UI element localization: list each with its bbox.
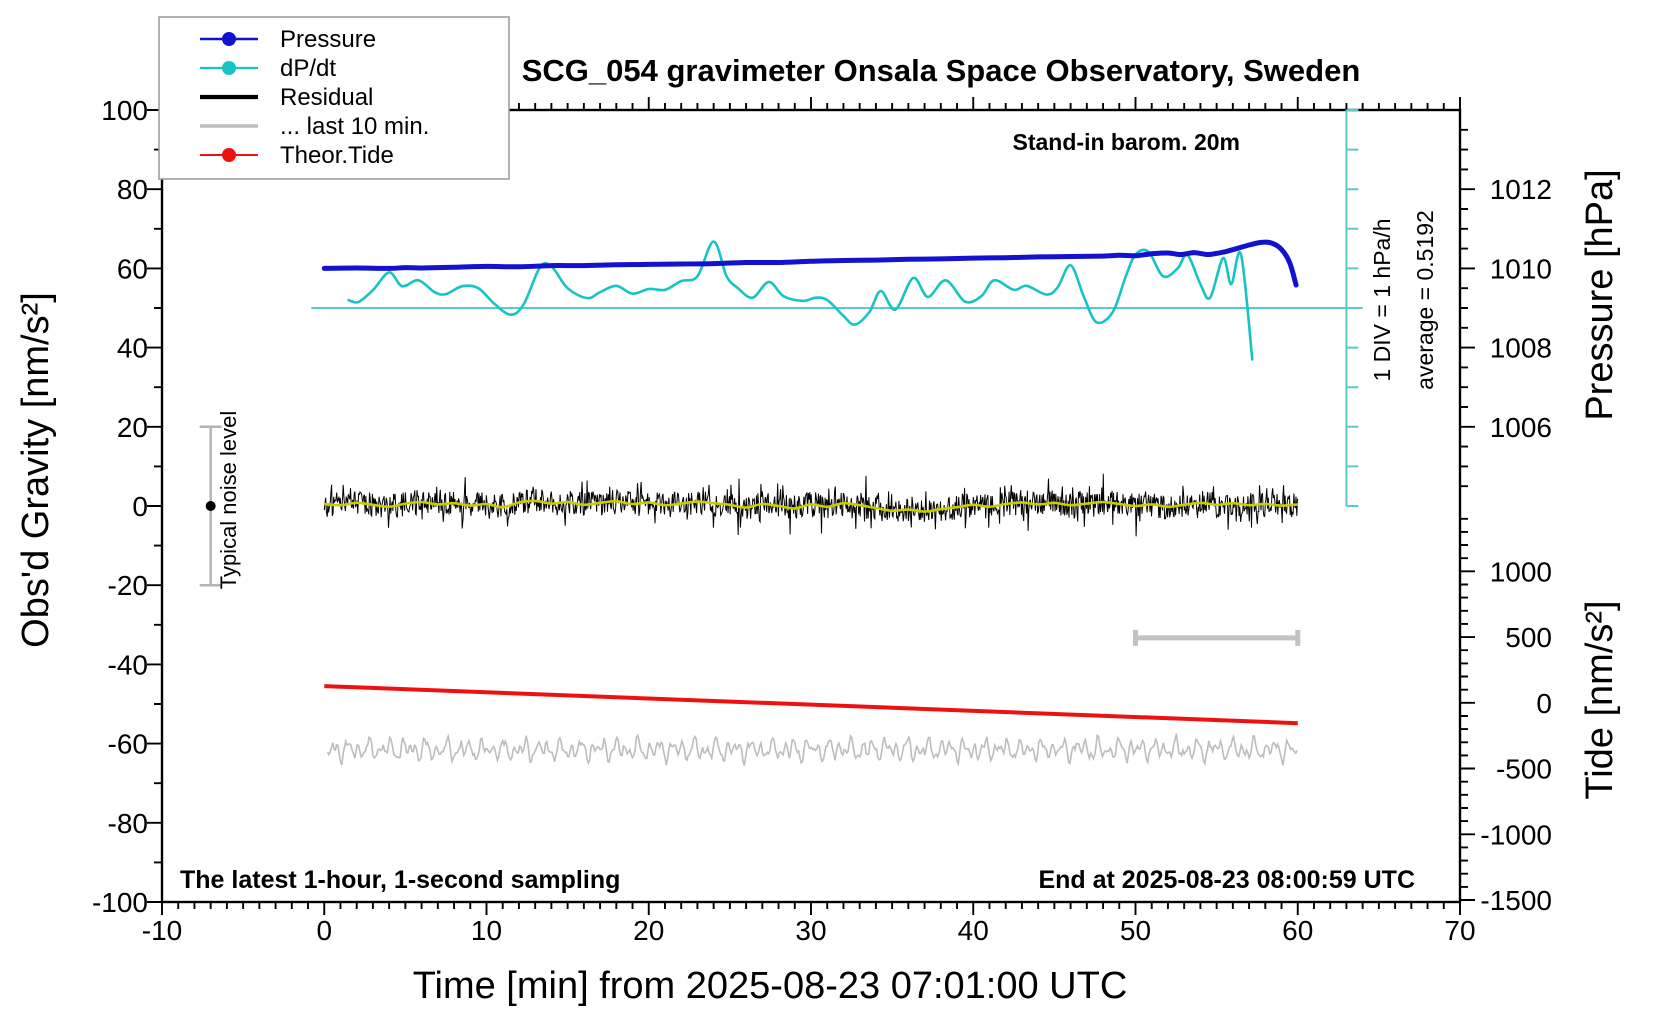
tide-tick-label: -1000 [1480,819,1552,850]
end-time-note: End at 2025-08-23 08:00:59 UTC [1038,866,1415,894]
gravity-tick-label: 20 [117,412,148,443]
gravity-tick-label: 80 [117,174,148,205]
gravity-tick-label: 100 [101,95,148,126]
average-note: average = 0.5192 [1412,210,1438,390]
chart-title: SCG_054 gravimeter Onsala Space Observat… [522,53,1361,88]
legend-label: Pressure [280,26,376,53]
gravity-tick-label: -40 [108,649,148,680]
theor-tide-line [324,684,1298,726]
gravity-tick-label: -60 [108,729,148,760]
dpdt-scale-bar [1345,109,1359,507]
tide-tick-label: -500 [1496,754,1552,785]
tide-tick-label: -1500 [1480,885,1552,916]
gravity-tick-label: 40 [117,333,148,364]
div-scale-note: 1 DIV = 1 hPa/h [1369,218,1395,381]
x-tick-label: 40 [958,915,989,946]
pressure-tick-label: 1012 [1490,174,1552,205]
last10min-range-bar [1133,629,1301,646]
legend-marker-dot [222,148,236,162]
residual-line [323,473,1298,537]
x-tick-label: 70 [1444,915,1475,946]
tide-tick-label: 1000 [1490,556,1552,587]
noise-level-dot [205,501,216,511]
pressure-tick-label: 1006 [1490,412,1552,443]
x-tick-label: 30 [795,915,826,946]
last10min-line [326,733,1298,767]
legend-label: Theor.Tide [280,142,394,169]
sampling-note: The latest 1-hour, 1-second sampling [180,866,620,894]
gravity-tick-label: 60 [117,253,148,284]
tide-axis-title: Tide [nm/s²] [1579,600,1621,799]
pressure-line [321,239,1299,288]
legend-label: dP/dt [280,55,336,82]
x-tick-label: -10 [142,915,182,946]
gravity-axis-title: Obs'd Gravity [nm/s²] [15,292,57,648]
x-tick-label: 50 [1120,915,1151,946]
gravity-tick-label: 0 [132,491,148,522]
noise-level-label: Typical noise level [216,411,241,590]
tide-tick-label: 0 [1536,688,1552,719]
x-tick-label: 0 [316,915,332,946]
x-tick-label: 60 [1282,915,1313,946]
pressure-axis-title: Pressure [hPa] [1579,169,1621,420]
legend-label: Residual [280,84,373,111]
x-tick-label: 20 [633,915,664,946]
legend-label: ... last 10 min. [280,113,429,140]
residual-smooth-line [324,499,1298,513]
pressure-tick-label: 1010 [1490,253,1552,284]
gravity-tick-label: -80 [108,808,148,839]
x-tick-label: 10 [471,915,502,946]
x-axis-title: Time [min] from 2025-08-23 07:01:00 UTC [413,965,1128,1007]
legend-marker-dot [222,32,236,46]
barometer-note: Stand-in barom. 20m [1013,129,1240,155]
pressure-tick-label: 1008 [1490,333,1552,364]
tide-tick-label: 500 [1505,622,1552,653]
legend-marker-dot [222,61,236,75]
gravity-tick-label: -100 [92,887,148,918]
gravity-tick-label: -20 [108,570,148,601]
